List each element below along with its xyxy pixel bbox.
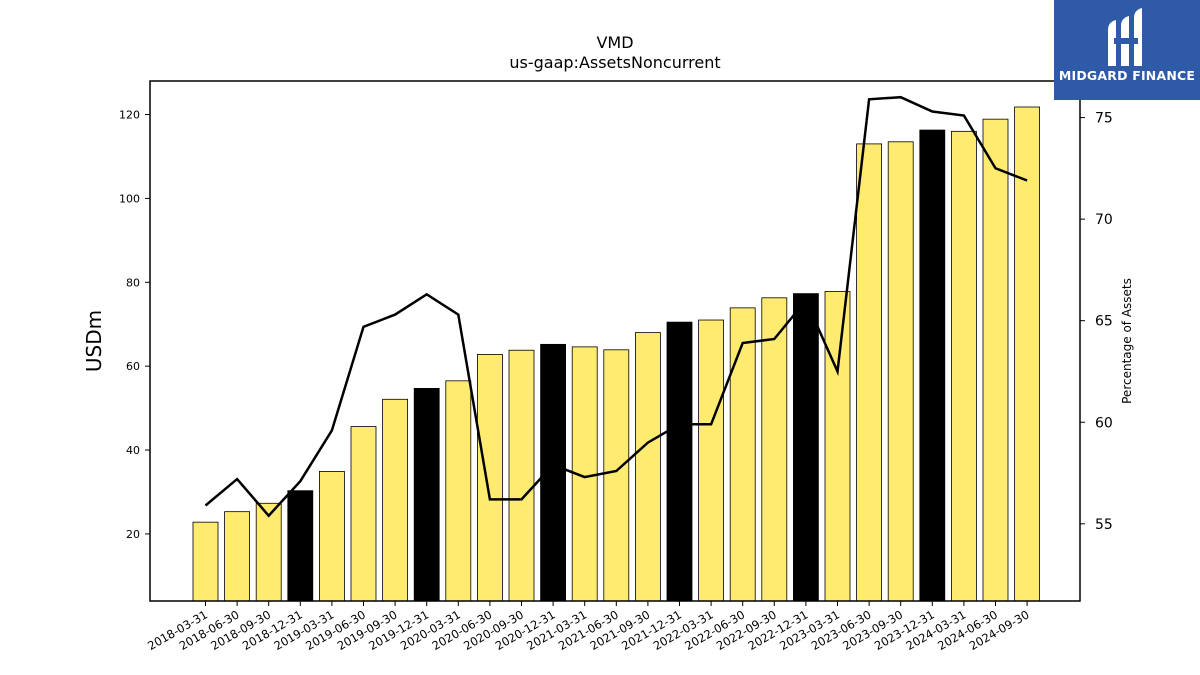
bar xyxy=(192,521,219,602)
bar xyxy=(603,349,630,602)
bar xyxy=(793,293,819,602)
bar xyxy=(255,502,282,602)
bar xyxy=(824,291,851,602)
y2-tick-label: 70 xyxy=(1095,212,1113,228)
plot-frame xyxy=(149,80,1081,602)
bar xyxy=(350,426,377,602)
bar xyxy=(666,321,693,602)
bar xyxy=(729,307,756,602)
bar xyxy=(508,349,535,602)
bar xyxy=(445,380,472,602)
y-tick-label: 40 xyxy=(126,444,140,457)
y-tick-label: 100 xyxy=(119,192,140,205)
bar xyxy=(287,490,314,602)
right-axis-ticks: 55 60 65 70 75 xyxy=(1080,111,1113,533)
percentage-line xyxy=(204,95,1028,518)
y2-tick-label: 55 xyxy=(1095,517,1113,533)
bar xyxy=(887,141,914,602)
bar xyxy=(476,354,503,602)
bar xyxy=(982,118,1009,602)
bar xyxy=(698,319,724,602)
y2-tick-label: 65 xyxy=(1095,314,1113,330)
bar xyxy=(635,332,661,602)
y-tick-label: 20 xyxy=(126,528,140,541)
brand-logo: MIDGARD FINANCE xyxy=(1054,0,1200,100)
y-tick-label: 80 xyxy=(126,276,140,289)
y2-tick-label: 75 xyxy=(1095,111,1113,127)
left-axis-ticks: 20 40 60 80 100 120 xyxy=(119,109,150,541)
y-tick-label: 60 xyxy=(126,360,140,373)
y-tick-label: 120 xyxy=(119,109,140,122)
bar xyxy=(318,471,345,602)
bar xyxy=(1014,106,1040,602)
bar xyxy=(919,129,946,602)
bar xyxy=(382,398,409,602)
bar xyxy=(224,511,251,602)
chart-subtitle: us-gaap:AssetsNoncurrent xyxy=(509,53,720,72)
chart-title: VMD xyxy=(596,33,633,52)
brand-name: MIDGARD FINANCE xyxy=(1058,68,1196,83)
bar xyxy=(951,130,977,602)
x-axis-ticks: 2018-03-312018-06-302018-09-302018-12-31… xyxy=(145,601,1032,653)
midgard-logo-icon xyxy=(1108,8,1142,66)
bar-group xyxy=(192,106,1040,602)
y2-tick-label: 60 xyxy=(1095,415,1113,431)
y-axis-label: USDm xyxy=(82,310,106,372)
y2-axis-label: Percentage of Assets xyxy=(1120,278,1134,404)
bar xyxy=(761,297,788,602)
bar xyxy=(856,143,882,602)
bar xyxy=(413,387,440,602)
